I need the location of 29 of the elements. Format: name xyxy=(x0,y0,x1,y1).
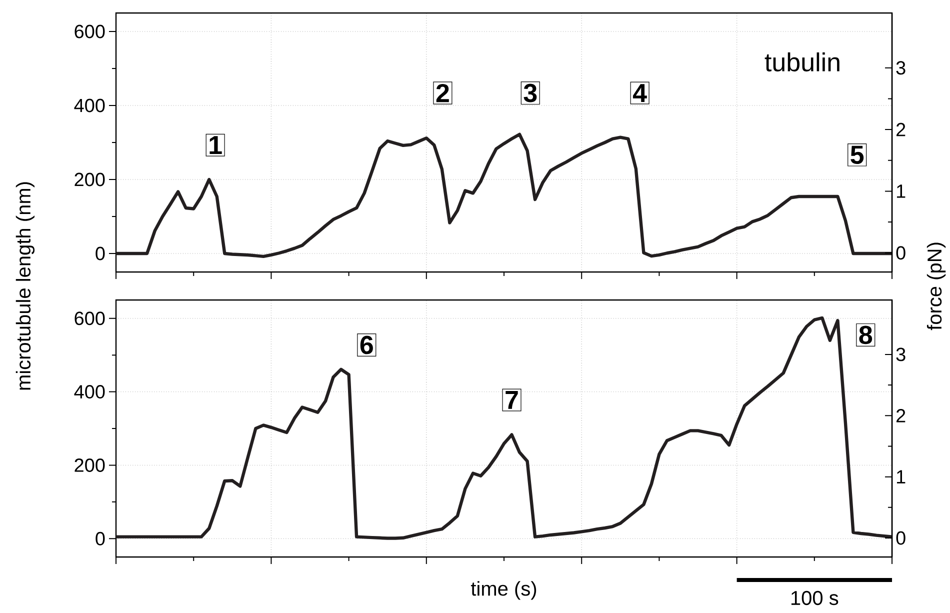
annotation: 4 xyxy=(632,84,647,102)
annotation: tubulin xyxy=(764,52,840,72)
y2-tick-label: 1 xyxy=(896,470,906,484)
annotation: 3 xyxy=(524,84,537,102)
y2-tick-label: 3 xyxy=(896,348,906,362)
y2-axis-title: force (pN) xyxy=(926,242,946,330)
x-axis-title: time (s) xyxy=(470,581,536,600)
annotation: 7 xyxy=(506,391,518,409)
y-tick-label: 400 xyxy=(74,98,105,112)
y-tick-label: 200 xyxy=(74,458,105,472)
y2-tick-label: 0 xyxy=(896,531,906,545)
y2-tick-label: 0 xyxy=(896,246,906,260)
y-tick-label: 400 xyxy=(74,385,105,399)
annotation: 5 xyxy=(850,146,864,164)
y-tick-label: 0 xyxy=(96,532,105,546)
y2-tick-label: 2 xyxy=(896,409,906,422)
y-axis-title: microtubule length (nm) xyxy=(16,182,35,390)
y2-tick-label: 3 xyxy=(896,61,906,75)
annotation: 8 xyxy=(859,326,872,344)
annotation: 2 xyxy=(436,84,449,102)
y-tick-label: 0 xyxy=(96,246,105,260)
y-tick-label: 200 xyxy=(74,172,105,186)
y-tick-label: 600 xyxy=(74,312,105,326)
y2-tick-label: 2 xyxy=(896,122,906,136)
y2-tick-label: 1 xyxy=(896,184,906,198)
annotation: 1 xyxy=(210,136,222,154)
y-tick-label: 600 xyxy=(74,24,105,38)
annotation: 6 xyxy=(360,336,373,354)
text: 100 s xyxy=(791,590,838,606)
